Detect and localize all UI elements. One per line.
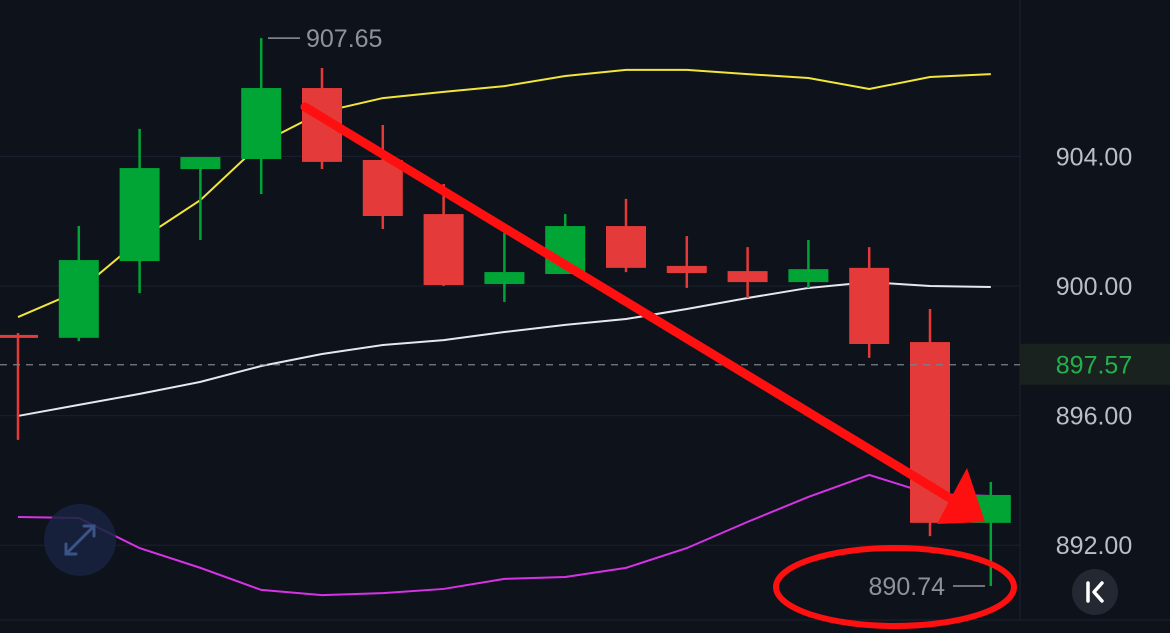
candle-down [423,214,464,286]
expand-arrows-icon [64,524,96,556]
annotation-circle [773,545,1017,629]
candle-up [119,168,160,262]
expand-button[interactable] [44,504,116,576]
moving-average-line-1 [17,68,991,319]
high-label: 907.65 [306,25,382,53]
candle-down [666,265,707,274]
current-price-label: 897.57 [1056,352,1132,380]
candle-down [849,267,890,344]
y-tick-label: 896.00 [1056,403,1132,431]
y-tick-label: 892.00 [1056,532,1132,560]
candle-down [362,159,403,217]
candle-down [0,334,38,338]
candle-up [241,88,282,159]
y-tick-label: 900.00 [1056,273,1132,301]
candle-down [606,226,646,268]
candle-up [180,157,221,170]
moving-average-line-2 [17,281,991,417]
y-tick-label: 904.00 [1056,143,1132,171]
moving-average-line-3 [17,473,991,597]
candle-up [58,260,99,338]
jump-to-latest-button[interactable] [1072,569,1118,615]
low-label: 890.74 [869,573,946,601]
candle-up [484,272,525,285]
candle-up [788,269,829,283]
jump-to-latest-icon [1086,581,1104,603]
current-price-badge [1020,343,1170,385]
candle-down [727,271,768,283]
annotation-arrow [300,102,985,524]
